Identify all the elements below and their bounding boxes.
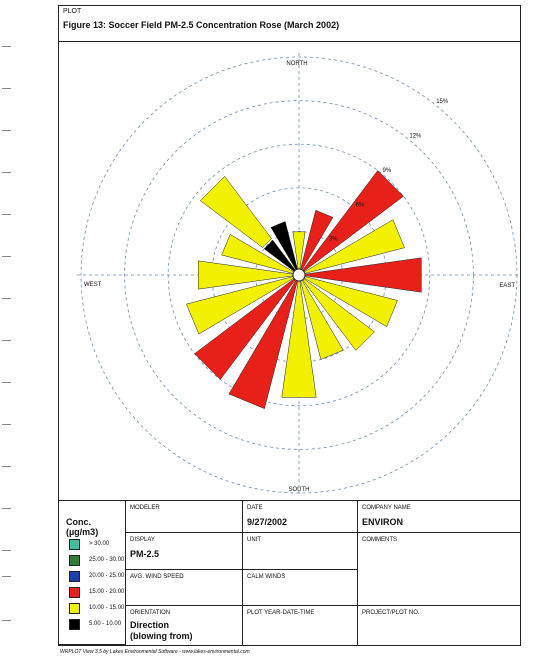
footer-credit: WRPLOT View 3.5 by Lakes Environmental S… — [60, 649, 250, 655]
calm-winds-label: CALM WINDS — [247, 574, 286, 580]
figure-title: Figure 13: Soccer Field PM-2.5 Concentra… — [63, 20, 340, 30]
legend-swatch — [69, 571, 80, 582]
ring-label: 9% — [383, 168, 392, 174]
date-value: 9/27/2002 — [247, 517, 288, 527]
info-grid: Conc. (µg/m3) > 30.00 25.00 - 30.00 20.00 … — [59, 500, 520, 645]
binder-margin — [0, 0, 14, 662]
comments-label: COMMENTS — [362, 537, 397, 543]
legend-swatch — [69, 555, 80, 566]
company-label: COMPANY NAME — [362, 505, 411, 511]
date-label: DATE — [247, 505, 263, 511]
modeler-cell: MODELER — [126, 501, 243, 533]
plot-ydt-label: PLOT YEAR-DATE-TIME — [247, 610, 315, 616]
unit-label: UNIT — [247, 537, 261, 543]
plot-ydt-cell: PLOT YEAR-DATE-TIME — [243, 606, 358, 645]
display-value: PM-2.5 — [130, 549, 160, 559]
date-cell: DATE 9/27/2002 — [243, 501, 358, 533]
legend-label: 25.00 - 30.00 — [89, 557, 125, 563]
plot-frame: PLOT Figure 13: Soccer Field PM-2.5 Conc… — [58, 5, 521, 646]
display-label: DISPLAY — [130, 537, 155, 543]
orientation-value-2: (blowing from) — [130, 631, 193, 641]
calm-center-circle — [292, 268, 306, 282]
orientation-label: ORIENTATION — [130, 610, 171, 616]
orientation-value-1: Direction — [130, 620, 170, 630]
legend-title: Conc. (µg/m3) — [66, 517, 99, 537]
comments-cell: COMMENTS — [358, 533, 520, 606]
compass-label-west: WEST — [84, 282, 102, 288]
legend-label: 5.00 - 10.00 — [89, 621, 122, 627]
company-cell: COMPANY NAME ENVIRON — [358, 501, 520, 533]
calm-winds-cell: CALM WINDS — [243, 570, 358, 606]
unit-cell: UNIT — [243, 533, 358, 570]
plot-tag: PLOT — [63, 8, 82, 15]
orientation-cell: ORIENTATION Direction (blowing from) — [126, 606, 243, 645]
legend-swatch — [69, 603, 80, 614]
legend-cell: Conc. (µg/m3) > 30.00 25.00 - 30.00 20.00 … — [59, 501, 126, 645]
legend-label: 20.00 - 25.00 — [89, 573, 125, 579]
ring-label: 6% — [356, 202, 365, 208]
ring-label: 3% — [329, 237, 338, 243]
compass-label-south: SOUTH — [289, 487, 310, 493]
legend-label: > 30.00 — [89, 541, 110, 547]
compass-label-north: NORTH — [286, 61, 307, 67]
ring-label: 12% — [409, 134, 422, 140]
legend-swatch — [69, 619, 80, 630]
avg-wind-label: AVG. WIND SPEED — [130, 574, 184, 580]
project-label: PROJECT/PLOT NO. — [362, 610, 420, 616]
wind-rose-area: 3% 6% 9% 12% 15% NORTH SOUTH EAST WEST — [59, 42, 520, 500]
legend-swatch — [69, 539, 80, 550]
modeler-label: MODELER — [130, 505, 160, 511]
display-cell: DISPLAY PM-2.5 — [126, 533, 243, 570]
legend-swatch — [69, 587, 80, 598]
company-value: ENVIRON — [362, 517, 404, 527]
wind-rose-chart: 3% 6% 9% 12% 15% NORTH SOUTH EAST WEST — [77, 53, 520, 497]
ring-label: 15% — [436, 99, 449, 105]
legend-label: 15.00 - 20.00 — [89, 589, 125, 595]
rose-petal-nw — [199, 175, 272, 248]
project-cell: PROJECT/PLOT NO. — [358, 606, 520, 645]
avg-wind-cell: AVG. WIND SPEED — [126, 570, 243, 606]
compass-label-east: EAST — [499, 283, 515, 289]
plot-header: PLOT Figure 13: Soccer Field PM-2.5 Conc… — [59, 6, 520, 42]
legend-label: 10.00 - 15.00 — [89, 605, 125, 611]
